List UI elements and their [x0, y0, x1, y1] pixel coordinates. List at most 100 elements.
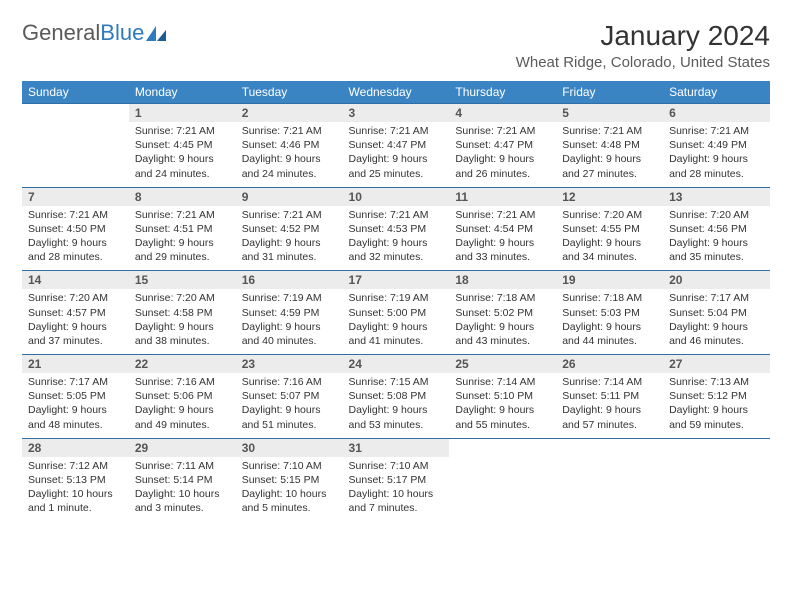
- day-details: Sunrise: 7:21 AMSunset: 4:50 PMDaylight:…: [22, 206, 129, 271]
- day-detail-row: Sunrise: 7:21 AMSunset: 4:50 PMDaylight:…: [22, 206, 770, 271]
- sunrise-text: Sunrise: 7:21 AM: [242, 208, 337, 222]
- day-details: Sunrise: 7:16 AMSunset: 5:06 PMDaylight:…: [129, 373, 236, 438]
- sunset-text: Sunset: 5:07 PM: [242, 389, 337, 403]
- weekday-header: Friday: [556, 81, 663, 104]
- sunrise-text: Sunrise: 7:16 AM: [135, 375, 230, 389]
- sunrise-text: Sunrise: 7:21 AM: [455, 124, 550, 138]
- sunset-text: Sunset: 5:14 PM: [135, 473, 230, 487]
- sunrise-text: Sunrise: 7:20 AM: [562, 208, 657, 222]
- sunrise-text: Sunrise: 7:21 AM: [135, 124, 230, 138]
- weekday-header: Tuesday: [236, 81, 343, 104]
- sunrise-text: Sunrise: 7:19 AM: [242, 291, 337, 305]
- daylight-text: Daylight: 9 hours and 28 minutes.: [28, 236, 123, 264]
- daylight-text: Daylight: 9 hours and 29 minutes.: [135, 236, 230, 264]
- day-details: Sunrise: 7:10 AMSunset: 5:15 PMDaylight:…: [236, 457, 343, 522]
- day-number: 27: [663, 355, 770, 374]
- day-number: 9: [236, 187, 343, 206]
- daylight-text: Daylight: 10 hours and 7 minutes.: [349, 487, 444, 515]
- sunset-text: Sunset: 4:55 PM: [562, 222, 657, 236]
- sunset-text: Sunset: 4:57 PM: [28, 306, 123, 320]
- page-header: GeneralBlue January 2024 Wheat Ridge, Co…: [22, 20, 770, 71]
- day-details: Sunrise: 7:21 AMSunset: 4:54 PMDaylight:…: [449, 206, 556, 271]
- daylight-text: Daylight: 9 hours and 32 minutes.: [349, 236, 444, 264]
- day-details: Sunrise: 7:12 AMSunset: 5:13 PMDaylight:…: [22, 457, 129, 522]
- day-number: 26: [556, 355, 663, 374]
- day-details: Sunrise: 7:21 AMSunset: 4:53 PMDaylight:…: [343, 206, 450, 271]
- weekday-header: Sunday: [22, 81, 129, 104]
- sunrise-text: Sunrise: 7:21 AM: [349, 208, 444, 222]
- day-details: Sunrise: 7:15 AMSunset: 5:08 PMDaylight:…: [343, 373, 450, 438]
- day-details: Sunrise: 7:11 AMSunset: 5:14 PMDaylight:…: [129, 457, 236, 522]
- daylight-text: Daylight: 9 hours and 28 minutes.: [669, 152, 764, 180]
- sunrise-text: Sunrise: 7:17 AM: [28, 375, 123, 389]
- daylight-text: Daylight: 9 hours and 34 minutes.: [562, 236, 657, 264]
- day-details: Sunrise: 7:17 AMSunset: 5:05 PMDaylight:…: [22, 373, 129, 438]
- empty-cell: [663, 457, 770, 522]
- day-number: 28: [22, 438, 129, 457]
- sunset-text: Sunset: 4:50 PM: [28, 222, 123, 236]
- day-details: Sunrise: 7:20 AMSunset: 4:58 PMDaylight:…: [129, 289, 236, 354]
- sunset-text: Sunset: 4:47 PM: [455, 138, 550, 152]
- sunset-text: Sunset: 4:48 PM: [562, 138, 657, 152]
- day-number: 10: [343, 187, 450, 206]
- day-number: 23: [236, 355, 343, 374]
- day-number: 25: [449, 355, 556, 374]
- day-details: Sunrise: 7:21 AMSunset: 4:49 PMDaylight:…: [663, 122, 770, 187]
- day-details: Sunrise: 7:21 AMSunset: 4:46 PMDaylight:…: [236, 122, 343, 187]
- sunset-text: Sunset: 4:47 PM: [349, 138, 444, 152]
- sunrise-text: Sunrise: 7:17 AM: [669, 291, 764, 305]
- day-number: 4: [449, 104, 556, 123]
- daylight-text: Daylight: 9 hours and 27 minutes.: [562, 152, 657, 180]
- day-number: 14: [22, 271, 129, 290]
- day-number: 13: [663, 187, 770, 206]
- sunrise-text: Sunrise: 7:21 AM: [135, 208, 230, 222]
- sunset-text: Sunset: 4:54 PM: [455, 222, 550, 236]
- sunset-text: Sunset: 4:53 PM: [349, 222, 444, 236]
- sunset-text: Sunset: 5:11 PM: [562, 389, 657, 403]
- sunset-text: Sunset: 5:02 PM: [455, 306, 550, 320]
- sunset-text: Sunset: 5:13 PM: [28, 473, 123, 487]
- brand-logo: GeneralBlue: [22, 20, 168, 46]
- location-text: Wheat Ridge, Colorado, United States: [516, 54, 770, 71]
- daylight-text: Daylight: 9 hours and 24 minutes.: [242, 152, 337, 180]
- brand-part2: Blue: [100, 20, 144, 46]
- day-details: Sunrise: 7:21 AMSunset: 4:47 PMDaylight:…: [343, 122, 450, 187]
- day-number-row: 21222324252627: [22, 355, 770, 374]
- daylight-text: Daylight: 10 hours and 1 minute.: [28, 487, 123, 515]
- sunrise-text: Sunrise: 7:10 AM: [349, 459, 444, 473]
- daylight-text: Daylight: 9 hours and 24 minutes.: [135, 152, 230, 180]
- sunset-text: Sunset: 5:06 PM: [135, 389, 230, 403]
- sunset-text: Sunset: 4:58 PM: [135, 306, 230, 320]
- sunset-text: Sunset: 5:17 PM: [349, 473, 444, 487]
- day-details: Sunrise: 7:20 AMSunset: 4:55 PMDaylight:…: [556, 206, 663, 271]
- day-number: 21: [22, 355, 129, 374]
- sunrise-text: Sunrise: 7:15 AM: [349, 375, 444, 389]
- sunrise-text: Sunrise: 7:18 AM: [455, 291, 550, 305]
- day-number: 8: [129, 187, 236, 206]
- sunrise-text: Sunrise: 7:20 AM: [135, 291, 230, 305]
- weekday-header: Monday: [129, 81, 236, 104]
- daylight-text: Daylight: 9 hours and 46 minutes.: [669, 320, 764, 348]
- sunrise-text: Sunrise: 7:21 AM: [669, 124, 764, 138]
- day-details: Sunrise: 7:13 AMSunset: 5:12 PMDaylight:…: [663, 373, 770, 438]
- sunset-text: Sunset: 4:52 PM: [242, 222, 337, 236]
- day-number: 6: [663, 104, 770, 123]
- sunrise-text: Sunrise: 7:21 AM: [242, 124, 337, 138]
- day-details: Sunrise: 7:10 AMSunset: 5:17 PMDaylight:…: [343, 457, 450, 522]
- daylight-text: Daylight: 9 hours and 55 minutes.: [455, 403, 550, 431]
- daylight-text: Daylight: 9 hours and 26 minutes.: [455, 152, 550, 180]
- sunset-text: Sunset: 4:49 PM: [669, 138, 764, 152]
- day-details: Sunrise: 7:14 AMSunset: 5:11 PMDaylight:…: [556, 373, 663, 438]
- sunrise-text: Sunrise: 7:21 AM: [455, 208, 550, 222]
- day-detail-row: Sunrise: 7:12 AMSunset: 5:13 PMDaylight:…: [22, 457, 770, 522]
- daylight-text: Daylight: 9 hours and 38 minutes.: [135, 320, 230, 348]
- day-details: Sunrise: 7:20 AMSunset: 4:57 PMDaylight:…: [22, 289, 129, 354]
- sunrise-text: Sunrise: 7:12 AM: [28, 459, 123, 473]
- day-number: 19: [556, 271, 663, 290]
- empty-cell: [556, 457, 663, 522]
- daylight-text: Daylight: 9 hours and 33 minutes.: [455, 236, 550, 264]
- day-details: Sunrise: 7:18 AMSunset: 5:03 PMDaylight:…: [556, 289, 663, 354]
- day-details: Sunrise: 7:16 AMSunset: 5:07 PMDaylight:…: [236, 373, 343, 438]
- weekday-header: Thursday: [449, 81, 556, 104]
- day-number: 30: [236, 438, 343, 457]
